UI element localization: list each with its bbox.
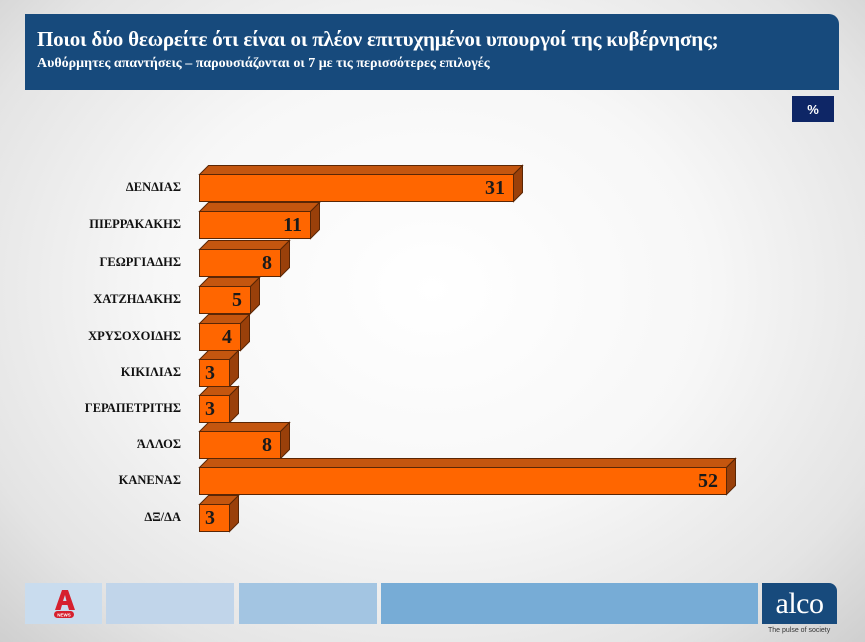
unit-badge: % [792, 96, 834, 122]
bar-value: 3 [205, 398, 215, 420]
bar-value: 52 [698, 470, 718, 492]
alpha-news-logo: NEWS [25, 583, 102, 624]
bar-value: 3 [205, 507, 215, 529]
bar-chart: ΔΕΝΔΙΑΣ 31 ΠΙΕΡΡΑΚΑΚΗΣ 11 ΓΕΩΡΓΙΑΔΗΣ 8 ΧΑΤΖΗΔΑ… [0, 164, 865, 533]
bar-value: 8 [262, 434, 272, 456]
bar-label: ΓΕΡΑΠΕΤΡΙΤΗΣ [84, 401, 181, 415]
bar-label: ΚΑΝΕΝΑΣ [118, 473, 181, 487]
chart-title: Ποιοι δύο θεωρείτε ότι είναι οι πλέον επ… [37, 27, 719, 51]
bar-value: 5 [232, 289, 242, 311]
bar-row: ΆΛΛΟΣ 8 [0, 421, 865, 460]
bar-label: ΔΕΝΔΙΑΣ [125, 180, 181, 194]
bar-label: ΚΙΚΙΛΙΑΣ [120, 365, 181, 379]
bar: 31 [198, 164, 524, 203]
bar: 3 [198, 385, 240, 424]
bar: 8 [198, 239, 291, 278]
footer-stripe-1 [106, 583, 234, 624]
bar: 8 [198, 421, 291, 460]
bar-row: ΓΕΡΑΠΕΤΡΙΤΗΣ 3 [0, 385, 865, 424]
bar-value: 11 [283, 214, 302, 236]
bar-value: 3 [205, 362, 215, 384]
chart-header: Ποιοι δύο θεωρείτε ότι είναι οι πλέον επ… [25, 14, 839, 90]
bar: 5 [198, 276, 261, 315]
bar-label: ΠΙΕΡΡΑΚΑΚΗΣ [89, 217, 181, 231]
footer-stripe-2 [239, 583, 377, 624]
bar: 52 [198, 457, 737, 496]
bar-row: ΔΕΝΔΙΑΣ 31 [0, 164, 865, 203]
bar-row: ΚΑΝΕΝΑΣ 52 [0, 457, 865, 496]
bar: 3 [198, 349, 240, 388]
bar-row: ΚΙΚΙΛΙΑΣ 3 [0, 349, 865, 388]
bar-value: 31 [485, 177, 505, 199]
footer-stripe-3 [381, 583, 758, 624]
chart-subtitle: Αυθόρμητες απαντήσεις – παρουσιάζονται ο… [37, 56, 490, 71]
alpha-logo-icon: NEWS [53, 589, 75, 618]
bar-label: ΧΑΤΖΗΔΑΚΗΣ [93, 292, 181, 306]
bar: 4 [198, 313, 251, 352]
bar-row: ΧΑΤΖΗΔΑΚΗΣ 5 [0, 276, 865, 315]
bar-row: ΔΞ/ΔΑ 3 [0, 494, 865, 533]
bar: 3 [198, 494, 240, 533]
bar: 11 [198, 201, 321, 240]
bar-value: 4 [222, 326, 232, 348]
alco-logo: alco [762, 583, 837, 624]
bar-row: ΠΙΕΡΡΑΚΑΚΗΣ 11 [0, 201, 865, 240]
alco-tagline: The pulse of society [768, 627, 831, 634]
bar-label: ΓΕΩΡΓΙΑΔΗΣ [99, 255, 181, 269]
bar-row: ΓΕΩΡΓΙΑΔΗΣ 8 [0, 239, 865, 278]
bar-label: ΆΛΛΟΣ [136, 437, 181, 451]
footer: NEWS alco The pulse of society [0, 583, 865, 642]
svg-text:NEWS: NEWS [57, 612, 71, 617]
bar-value: 8 [262, 252, 272, 274]
bar-label: ΧΡΥΣΟΧΟΙΔΗΣ [88, 329, 181, 343]
bar-row: ΧΡΥΣΟΧΟΙΔΗΣ 4 [0, 313, 865, 352]
bar-label: ΔΞ/ΔΑ [144, 510, 181, 524]
